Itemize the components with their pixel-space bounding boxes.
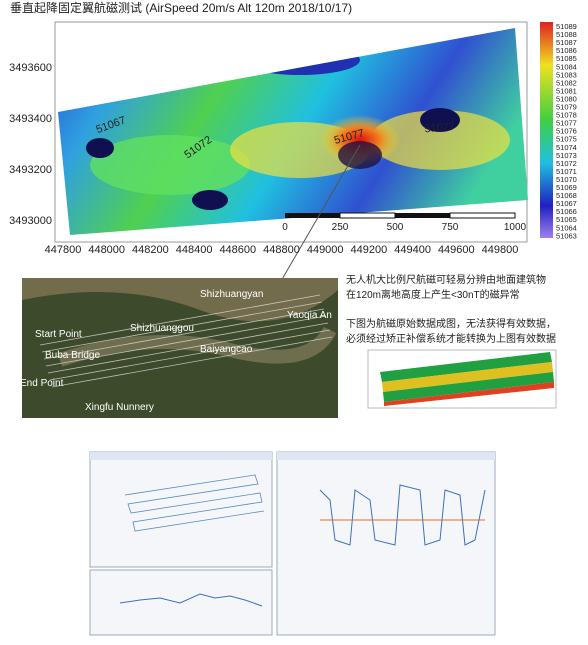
colorbar-label: 51067 xyxy=(556,199,577,208)
colorbar-label: 51080 xyxy=(556,94,577,103)
x-tick-label: 449000 xyxy=(307,244,344,256)
colorbar-label: 51079 xyxy=(556,103,577,112)
note: 在120m离地高度上产生<30nT的磁异常 xyxy=(346,288,520,301)
x-tick-label: 448000 xyxy=(88,244,125,256)
scale-label: 0 xyxy=(282,222,288,233)
colorbar-label: 51083 xyxy=(556,70,577,79)
software-screens xyxy=(89,451,496,636)
colorbar-label: 51068 xyxy=(556,191,577,200)
colorbar-label: 51071 xyxy=(556,167,577,176)
leader-line xyxy=(269,144,361,301)
colorbar-label: 51064 xyxy=(556,223,577,232)
scale-label: 250 xyxy=(332,222,349,233)
colorbar-label: 51077 xyxy=(556,119,577,128)
colorbar-label: 51075 xyxy=(556,135,577,144)
colorbar-label: 51087 xyxy=(556,38,577,47)
scale-label: 1000 xyxy=(504,222,527,233)
colorbar-label: 51086 xyxy=(556,46,577,55)
note: 必须经过矫正补偿系统才能转换为上图有效数据 xyxy=(346,332,556,345)
colorbar-label: 51073 xyxy=(556,151,577,160)
colorbar-label: 51078 xyxy=(556,111,577,120)
flight-lines xyxy=(39,294,333,388)
y-tick-label: 3493200 xyxy=(9,164,52,176)
colorbar-label: 51070 xyxy=(556,175,577,184)
place-label: End Point xyxy=(20,378,64,389)
colorbar-label: 51082 xyxy=(556,78,577,87)
colorbar-label: 51089 xyxy=(556,22,577,31)
place-label: Shizhuangyan xyxy=(200,289,263,300)
colorbar-label: 51066 xyxy=(556,207,577,216)
note: 下图为航磁原始数据成图，无法获得有效数据， xyxy=(346,317,556,330)
scale-label: 500 xyxy=(387,222,404,233)
y-tick-label: 3493400 xyxy=(9,113,52,125)
x-tick-label: 448800 xyxy=(263,244,300,256)
x-tick-label: 449400 xyxy=(394,244,431,256)
place-label: Yaoqia An xyxy=(287,310,332,321)
colorbar-label: 51076 xyxy=(556,127,577,136)
colorbar-label: 51084 xyxy=(556,62,577,71)
y-tick-label: 3493000 xyxy=(9,215,52,227)
colorbar-label: 51085 xyxy=(556,54,577,63)
y-tick-label: 3493600 xyxy=(9,62,52,74)
title: 垂直起降固定翼航磁测试 (AirSpeed 20m/s Alt 120m 201… xyxy=(10,0,352,15)
colorbar-label: 51072 xyxy=(556,159,577,168)
place-label: Baiyangcao xyxy=(200,344,253,355)
place-label: Xingfu Nunnery xyxy=(85,402,154,413)
x-tick-label: 448600 xyxy=(219,244,256,256)
scale-bar xyxy=(449,212,516,219)
colorbar-label: 51081 xyxy=(556,86,577,95)
colorbar-label: 51065 xyxy=(556,215,577,224)
scale-bar xyxy=(395,213,450,218)
colorbar-label: 51069 xyxy=(556,183,577,192)
place-label: Buba Bridge xyxy=(45,350,100,361)
scale-label: 750 xyxy=(442,222,459,233)
colorbar-label: 51074 xyxy=(556,143,577,152)
scale-bar xyxy=(285,213,340,218)
x-tick-label: 448400 xyxy=(176,244,213,256)
x-tick-label: 448200 xyxy=(132,244,169,256)
x-tick-label: 449200 xyxy=(351,244,388,256)
x-tick-label: 449800 xyxy=(482,244,519,256)
colorbar-label: 51063 xyxy=(556,231,577,240)
x-tick-label: 447800 xyxy=(45,244,82,256)
x-tick-label: 449600 xyxy=(438,244,475,256)
place-label: Start Point xyxy=(35,329,82,340)
scale-bar xyxy=(339,212,396,219)
colorbar xyxy=(540,22,553,238)
contour-label: 51077 xyxy=(424,121,456,136)
colorbar-label: 51088 xyxy=(556,30,577,39)
raw-stripes xyxy=(380,352,554,406)
note: 无人机大比例尺航磁可轻易分辨由地面建筑物 xyxy=(346,273,546,286)
place-label: Shizhuanggou xyxy=(130,323,194,334)
